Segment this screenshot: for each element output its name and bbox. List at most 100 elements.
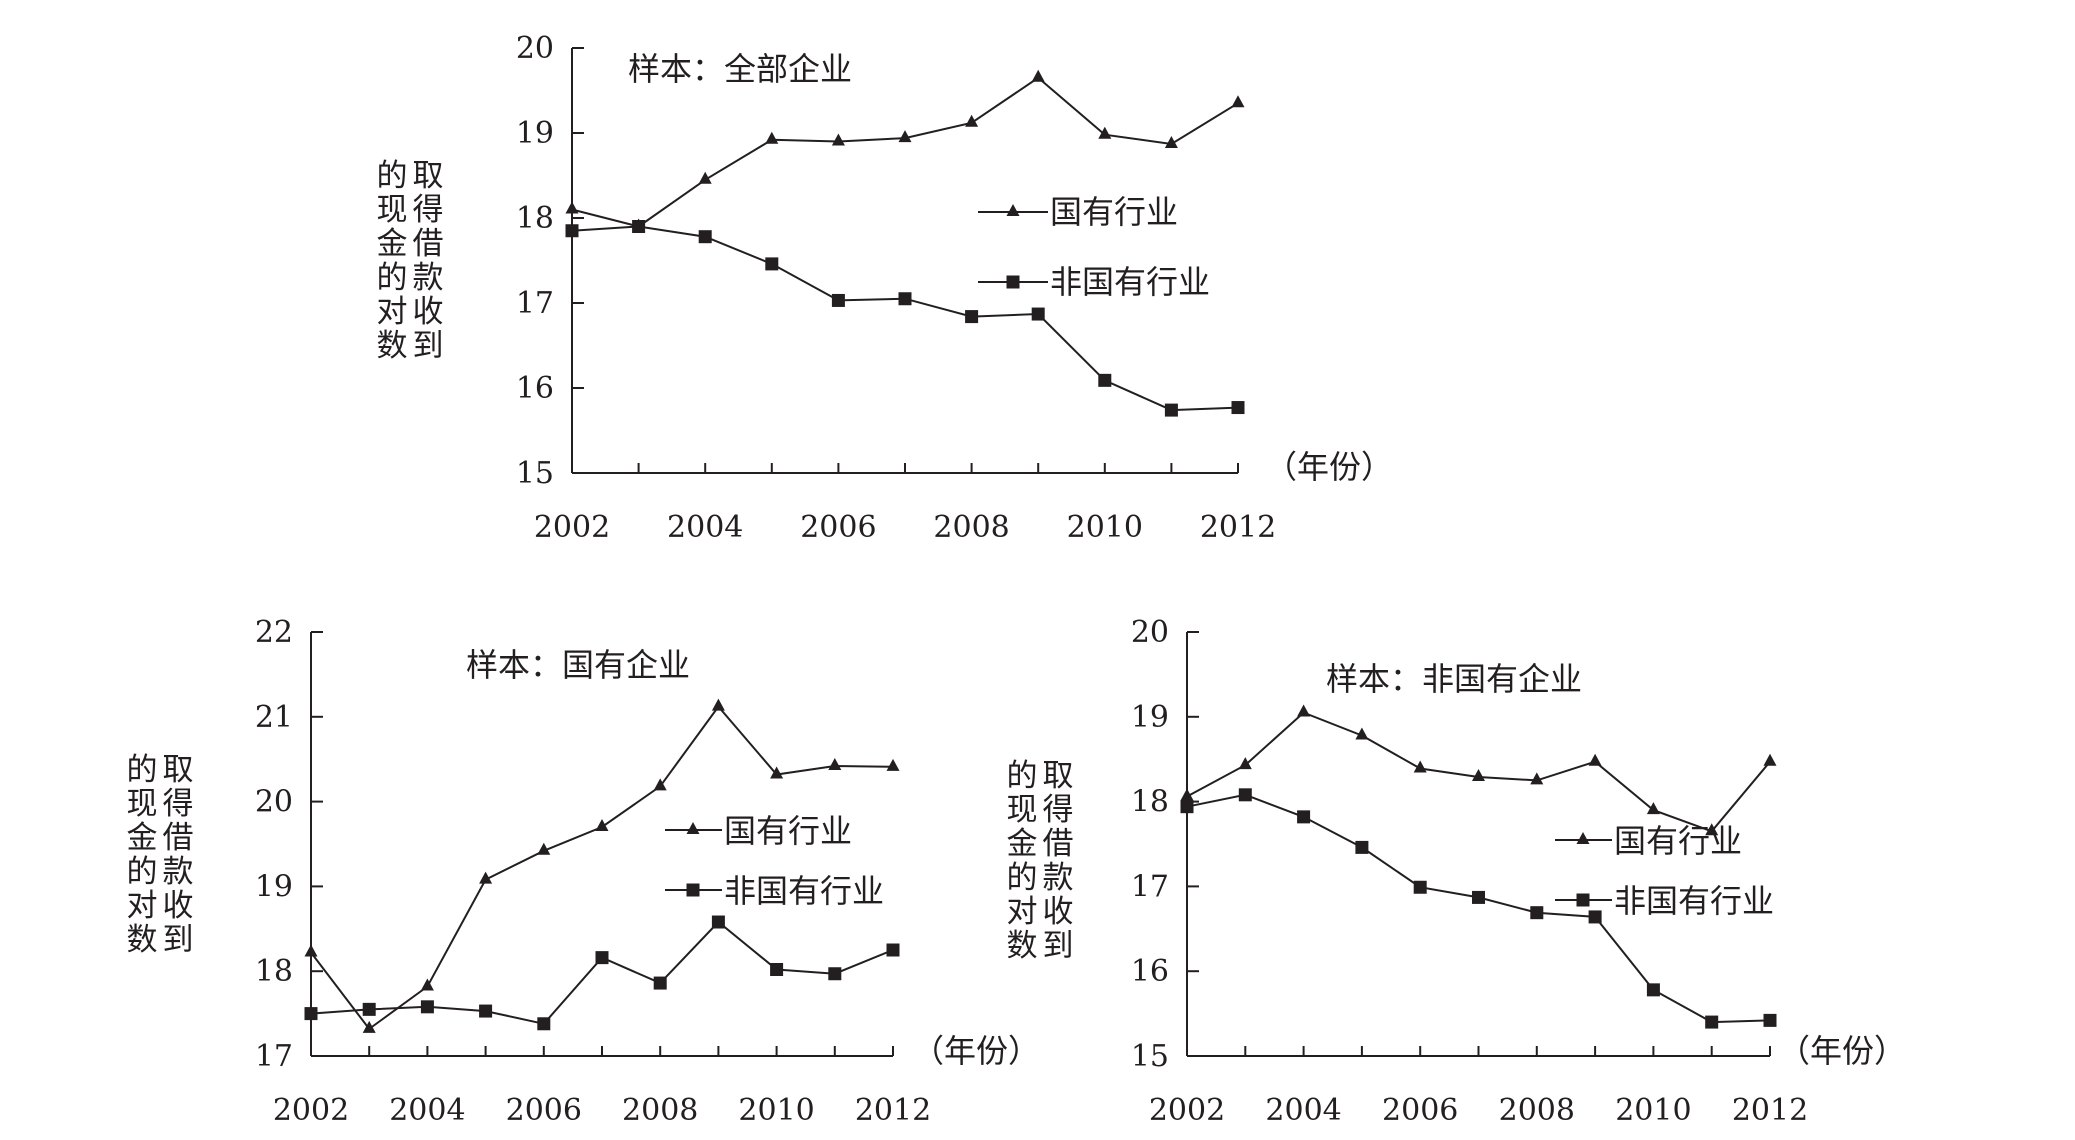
chart-title: 样本：全部企业 bbox=[628, 50, 852, 88]
y-axis-label-char: 现 bbox=[127, 786, 158, 822]
y-tick-label: 17 bbox=[255, 1039, 293, 1074]
x-tick-label: 2004 bbox=[1265, 1093, 1341, 1128]
y-axis-label-char: 对 bbox=[377, 294, 408, 330]
data-point-square bbox=[362, 1002, 376, 1016]
data-point-triangle bbox=[420, 978, 434, 991]
data-point-triangle bbox=[595, 819, 609, 832]
series-markers bbox=[1180, 704, 1777, 1029]
x-tick-label: 2006 bbox=[800, 510, 876, 545]
x-ticks: 2002 2004 2006 2008 2010 2012 bbox=[273, 1046, 931, 1128]
y-axis-label-char: 借 bbox=[413, 226, 444, 262]
y-axis-label-char: 金 bbox=[377, 226, 408, 262]
y-axis-label-char: 金 bbox=[1007, 826, 1038, 862]
y-tick-label: 19 bbox=[1131, 700, 1169, 735]
data-point-triangle bbox=[828, 757, 842, 770]
data-point-triangle bbox=[1705, 823, 1719, 836]
y-axis-label: 取得借款收到 的现金的对数 bbox=[377, 158, 444, 364]
data-point-square bbox=[698, 230, 712, 244]
data-point-triangle bbox=[1646, 802, 1660, 815]
data-point-square bbox=[828, 967, 842, 981]
legend-label-nonstate: 非国有行业 bbox=[1614, 882, 1774, 920]
data-point-triangle bbox=[886, 758, 900, 771]
y-axis-label-col-2: 的现金的对数 bbox=[377, 158, 408, 364]
y-tick-label: 19 bbox=[255, 869, 293, 904]
data-point-triangle bbox=[1098, 126, 1112, 139]
data-point-square bbox=[765, 257, 779, 271]
data-point-triangle bbox=[1588, 753, 1602, 766]
series-markers bbox=[565, 69, 1245, 417]
y-tick-label: 22 bbox=[255, 615, 293, 650]
y-axis-label: 取得借款收到 的现金的对数 bbox=[127, 752, 194, 958]
data-point-square bbox=[1164, 403, 1178, 417]
axes bbox=[571, 48, 1238, 474]
data-point-square bbox=[420, 1000, 434, 1014]
y-axis-label-char: 的 bbox=[127, 854, 158, 890]
data-point-triangle bbox=[1180, 788, 1194, 801]
x-tick-label: 2006 bbox=[506, 1093, 582, 1128]
legend-marker-triangle bbox=[1006, 204, 1020, 216]
y-axis-label-char: 对 bbox=[1007, 894, 1038, 930]
legend-marker-square bbox=[1006, 275, 1020, 289]
y-axis-label-col-1: 取得借款收到 bbox=[1043, 758, 1074, 964]
data-point-square bbox=[1530, 906, 1544, 920]
y-axis-label-char: 收 bbox=[413, 294, 444, 330]
data-point-square bbox=[711, 915, 725, 929]
y-axis-label-char: 收 bbox=[163, 888, 194, 924]
data-point-square bbox=[1180, 800, 1194, 814]
y-axis-label-char: 金 bbox=[127, 820, 158, 856]
x-ticks: 2002 2004 2006 2008 2010 2012 bbox=[1149, 1046, 1808, 1128]
data-point-triangle bbox=[1297, 704, 1311, 717]
y-axis-label-char: 的 bbox=[1007, 758, 1038, 794]
x-tick-label: 2008 bbox=[622, 1093, 698, 1128]
series-line-nonstate bbox=[310, 920, 894, 1025]
x-tick-label: 2008 bbox=[933, 510, 1009, 545]
data-point-square bbox=[304, 1007, 318, 1021]
y-axis-label-char: 借 bbox=[1043, 826, 1074, 862]
data-point-square bbox=[1705, 1015, 1719, 1029]
x-tick-label: 2012 bbox=[1732, 1093, 1808, 1128]
y-axis-label-char: 取 bbox=[413, 158, 444, 194]
data-point-square bbox=[886, 943, 900, 957]
y-tick-label: 19 bbox=[516, 116, 554, 151]
y-axis-label-char: 取 bbox=[1043, 758, 1074, 794]
y-axis-label-char: 借 bbox=[163, 820, 194, 856]
series-line-state bbox=[310, 704, 894, 1031]
y-axis-label-char: 数 bbox=[377, 328, 408, 364]
data-point-triangle bbox=[1472, 769, 1485, 782]
data-point-square bbox=[537, 1017, 551, 1031]
data-point-square bbox=[1231, 401, 1245, 415]
x-axis-unit: （年份） bbox=[912, 1032, 1040, 1070]
data-point-triangle bbox=[698, 171, 712, 184]
data-point-square bbox=[1763, 1013, 1777, 1027]
legend-marker-square bbox=[1576, 893, 1590, 907]
y-axis-label-col-2: 的现金的对数 bbox=[1007, 758, 1038, 964]
y-axis-label-char: 数 bbox=[1007, 928, 1038, 964]
data-point-triangle bbox=[765, 131, 779, 144]
data-point-triangle bbox=[479, 871, 493, 884]
data-point-square bbox=[1238, 788, 1252, 802]
data-point-triangle bbox=[1238, 757, 1252, 770]
data-point-triangle bbox=[898, 130, 912, 143]
y-tick-label: 20 bbox=[255, 785, 293, 820]
legend-label-nonstate: 非国有行业 bbox=[724, 872, 884, 910]
y-tick-label: 15 bbox=[516, 456, 554, 491]
legend-label-nonstate: 非国有行业 bbox=[1050, 263, 1210, 301]
data-point-square bbox=[1646, 983, 1660, 997]
y-ticks: 17 18 19 20 21 22 bbox=[255, 615, 323, 1074]
y-axis-label-char: 取 bbox=[163, 752, 194, 788]
y-axis-label-char: 款 bbox=[163, 854, 194, 890]
data-point-square bbox=[653, 976, 667, 990]
x-tick-label: 2006 bbox=[1382, 1093, 1458, 1128]
y-tick-label: 18 bbox=[1131, 785, 1169, 820]
y-tick-label: 20 bbox=[1131, 615, 1169, 650]
data-point-square bbox=[898, 292, 912, 306]
data-point-triangle bbox=[362, 1020, 376, 1033]
y-axis-label-char: 的 bbox=[127, 752, 158, 788]
y-axis-label-char: 收 bbox=[1043, 894, 1074, 930]
y-axis-label-char: 到 bbox=[413, 328, 444, 364]
y-axis-label-char: 到 bbox=[1043, 928, 1074, 964]
data-point-triangle bbox=[831, 133, 845, 146]
y-tick-label: 21 bbox=[255, 700, 293, 735]
